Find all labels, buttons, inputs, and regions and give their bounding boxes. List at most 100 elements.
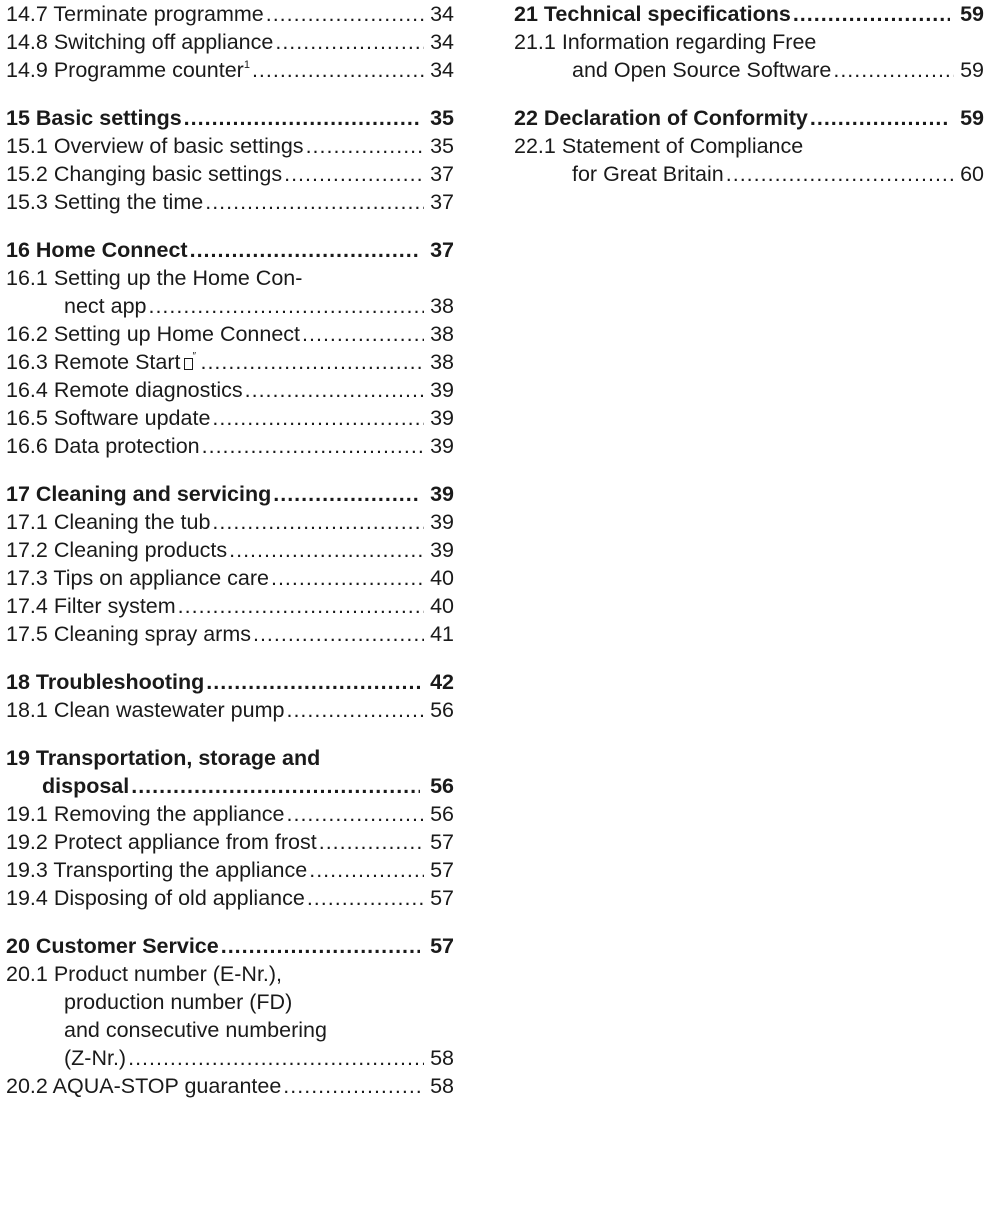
- toc-entry-19-4[interactable]: 19.4 Disposing of old appliance 57: [6, 884, 454, 912]
- toc-heading-17[interactable]: 17 Cleaning and servicing 39: [6, 480, 454, 508]
- dot-leader: [273, 480, 420, 508]
- toc-page-number: 39: [430, 510, 454, 534]
- toc-entry-title-line: 16.1 Setting up the Home Con-: [6, 266, 303, 290]
- footnote-marker: 1: [243, 59, 250, 71]
- toc-entry-title: 16.2 Setting up Home Connect: [6, 322, 301, 346]
- toc-entry-title: 17.5 Cleaning spray arms: [6, 622, 251, 646]
- toc-entry-title-line: 21.1 Information regarding Free: [514, 30, 817, 54]
- toc-entry-15-3[interactable]: 15.3 Setting the time 37: [6, 188, 454, 216]
- toc-heading-16[interactable]: 16 Home Connect 37: [6, 236, 454, 264]
- toc-page-number: 60: [960, 162, 984, 186]
- toc-entry-title: 15.2 Changing basic settings: [6, 162, 283, 186]
- dot-leader: [212, 508, 424, 536]
- toc-page-number: 39: [430, 538, 454, 562]
- toc-page-number: 37: [430, 238, 454, 262]
- toc-heading-19[interactable]: 19 Transportation, storage and disposal 5…: [6, 744, 454, 800]
- toc-entry-title-line: production number (FD): [64, 990, 293, 1014]
- toc-entry-16-6[interactable]: 16.6 Data protection 39: [6, 432, 454, 460]
- toc-page-number: 38: [430, 294, 454, 318]
- toc-heading-18[interactable]: 18 Troubleshooting 42: [6, 668, 454, 696]
- toc-entry-title: 17.1 Cleaning the tub: [6, 510, 211, 534]
- toc-heading-title: 20 Customer Service: [6, 934, 219, 958]
- toc-entry-15-1[interactable]: 15.1 Overview of basic settings 35: [6, 132, 454, 160]
- toc-heading-title: 15 Basic settings: [6, 106, 182, 130]
- dot-leader: [307, 884, 424, 912]
- dot-leader: [266, 0, 424, 28]
- toc-right-column: 21 Technical specifications 59 21.1 Infor…: [514, 0, 984, 188]
- toc-entry-14-8[interactable]: 14.8 Switching off appliance 34: [6, 28, 454, 56]
- toc-entry-16-1[interactable]: 16.1 Setting up the Home Con- nect app 38: [6, 264, 454, 320]
- toc-entry-16-2[interactable]: 16.2 Setting up Home Connect 38: [6, 320, 454, 348]
- toc-entry-18-1[interactable]: 18.1 Clean wastewater pump 56: [6, 696, 454, 724]
- dot-leader: [309, 856, 424, 884]
- dot-leader: [287, 800, 425, 828]
- toc-entry-14-7[interactable]: 14.7 Terminate programme 34: [6, 0, 454, 28]
- toc-page-number: 58: [430, 1074, 454, 1098]
- toc-page-number: 40: [430, 566, 454, 590]
- toc-entry-title: 15.1 Overview of basic settings: [6, 134, 304, 158]
- dot-leader: [833, 56, 954, 84]
- dot-leader: [810, 104, 950, 132]
- toc-entry-title: 16.3 Remote Start ″: [6, 348, 198, 376]
- toc-page-number: 58: [430, 1046, 454, 1070]
- toc-entry-title-line: and consecutive numbering: [64, 1018, 327, 1042]
- dot-leader: [286, 696, 424, 724]
- toc-page-number: 39: [430, 482, 454, 506]
- toc-entry-title: 16.5 Software update: [6, 406, 211, 430]
- toc-heading-22[interactable]: 22 Declaration of Conformity 59: [514, 104, 984, 132]
- toc-page-number: 42: [430, 670, 454, 694]
- toc-entry-title: 19.4 Disposing of old appliance: [6, 886, 305, 910]
- toc-page-number: 57: [430, 830, 454, 854]
- toc-page-number: 34: [430, 58, 454, 82]
- toc-entry-title-line: (Z-Nr.): [64, 1046, 127, 1070]
- toc-page-number: 41: [430, 622, 454, 646]
- toc-entry-17-5[interactable]: 17.5 Cleaning spray arms 41: [6, 620, 454, 648]
- toc-page-number: 38: [430, 322, 454, 346]
- toc-page-number: 56: [430, 774, 454, 798]
- toc-entry-title-line: for Great Britain: [572, 162, 724, 186]
- toc-entry-19-3[interactable]: 19.3 Transporting the appliance 57: [6, 856, 454, 884]
- toc-heading-20[interactable]: 20 Customer Service 57: [6, 932, 454, 960]
- dot-leader: [271, 564, 424, 592]
- toc-entry-19-1[interactable]: 19.1 Removing the appliance 56: [6, 800, 454, 828]
- toc-page-number: 38: [430, 350, 454, 374]
- dot-leader: [726, 160, 954, 188]
- toc-entry-22-1[interactable]: 22.1 Statement of Compliance for Great B…: [514, 132, 984, 188]
- toc-heading-21[interactable]: 21 Technical specifications 59: [514, 0, 984, 28]
- dot-leader: [253, 620, 424, 648]
- toc-page-number: 37: [430, 190, 454, 214]
- toc-entry-17-2[interactable]: 17.2 Cleaning products 39: [6, 536, 454, 564]
- toc-page-number: 59: [960, 106, 984, 130]
- toc-entry-title: 16.4 Remote diagnostics: [6, 378, 243, 402]
- toc-heading-15[interactable]: 15 Basic settings 35: [6, 104, 454, 132]
- dot-leader: [229, 536, 424, 564]
- toc-entry-17-3[interactable]: 17.3 Tips on appliance care 40: [6, 564, 454, 592]
- toc-entry-20-1[interactable]: 20.1 Product number (E-Nr.), production …: [6, 960, 454, 1072]
- toc-entry-21-1[interactable]: 21.1 Information regarding Free and Open…: [514, 28, 984, 84]
- toc-entry-17-1[interactable]: 17.1 Cleaning the tub 39: [6, 508, 454, 536]
- toc-entry-14-9[interactable]: 14.9 Programme counter1 34: [6, 56, 454, 84]
- toc-entry-title: 14.8 Switching off appliance: [6, 30, 274, 54]
- toc-entry-title: 19.1 Removing the appliance: [6, 802, 285, 826]
- toc-entry-16-4[interactable]: 16.4 Remote diagnostics 39: [6, 376, 454, 404]
- toc-heading-title-line: disposal: [42, 774, 130, 798]
- dot-leader: [302, 320, 424, 348]
- toc-entry-15-2[interactable]: 15.2 Changing basic settings 37: [6, 160, 454, 188]
- dot-leader: [202, 432, 424, 460]
- toc-page-number: 39: [430, 406, 454, 430]
- toc-entry-title: 16.6 Data protection: [6, 434, 200, 458]
- toc-entry-16-3[interactable]: 16.3 Remote Start″ 38: [6, 348, 454, 376]
- toc-entry-title: 17.3 Tips on appliance care: [6, 566, 269, 590]
- toc-entry-16-5[interactable]: 16.5 Software update 39: [6, 404, 454, 432]
- dot-leader: [212, 404, 424, 432]
- toc-entry-19-2[interactable]: 19.2 Protect appliance from frost 57: [6, 828, 454, 856]
- toc-page-number: 35: [430, 106, 454, 130]
- toc-entry-title: 15.3 Setting the time: [6, 190, 204, 214]
- toc-entry-20-2[interactable]: 20.2 AQUA-STOP guarantee 58: [6, 1072, 454, 1100]
- dot-leader: [184, 104, 420, 132]
- dot-leader: [131, 772, 420, 800]
- dot-leader: [128, 1044, 424, 1072]
- toc-page-number: 56: [430, 698, 454, 722]
- toc-entry-17-4[interactable]: 17.4 Filter system 40: [6, 592, 454, 620]
- toc-entry-title: 17.4 Filter system: [6, 594, 176, 618]
